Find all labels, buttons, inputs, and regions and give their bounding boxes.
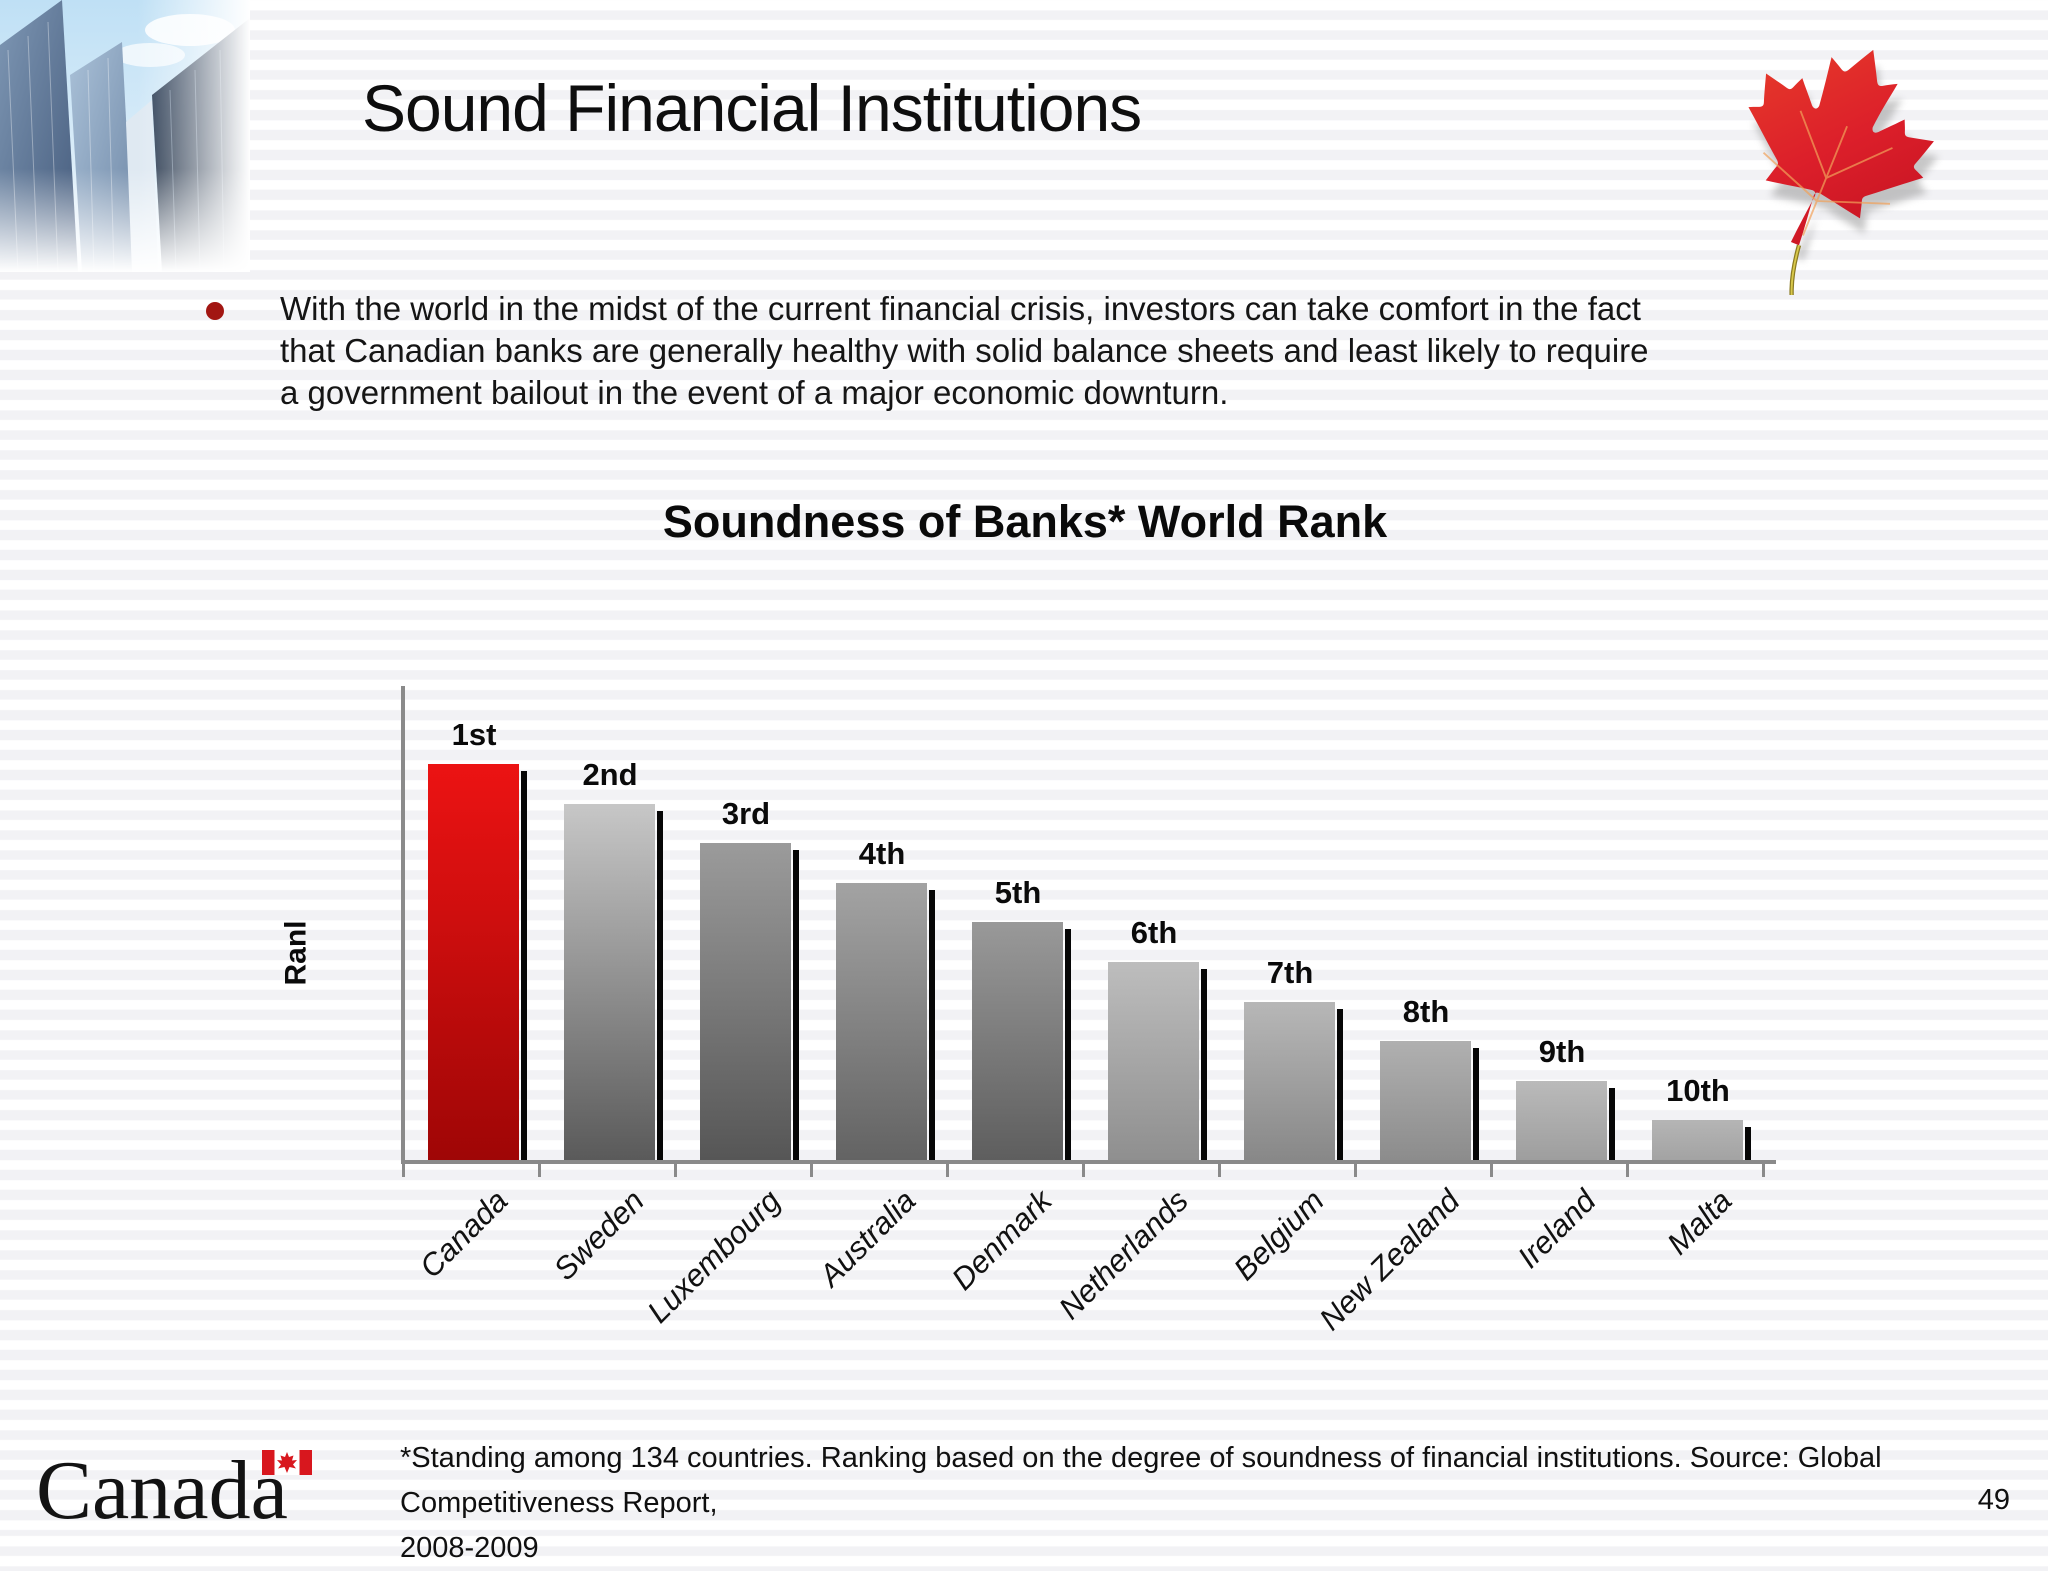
skyscrapers-image xyxy=(0,0,250,272)
rank-label: 9th xyxy=(1538,1034,1586,1069)
x-axis-tick xyxy=(538,1164,541,1177)
rank-label: 8th xyxy=(1402,994,1450,1029)
slide-title: Sound Financial Institutions xyxy=(362,71,1142,145)
rank-label: 7th xyxy=(1266,955,1314,990)
x-axis-tick xyxy=(1354,1164,1357,1177)
x-axis-tick xyxy=(810,1164,813,1177)
bullet-icon xyxy=(206,302,224,320)
bar-new-zealand xyxy=(1380,1041,1471,1160)
bar-shadow xyxy=(657,811,663,1160)
bar-belgium xyxy=(1244,1002,1335,1160)
x-axis-tick xyxy=(1082,1164,1085,1177)
page-number: 49 xyxy=(1977,1484,2010,1516)
y-axis-line xyxy=(401,686,405,1164)
rank-label: 5th xyxy=(994,875,1042,910)
bar-sweden xyxy=(564,804,655,1160)
x-axis-tick xyxy=(1490,1164,1493,1177)
footnote-line: 2008-2009 xyxy=(400,1532,539,1564)
bar-shadow xyxy=(1745,1127,1751,1160)
x-axis-tick xyxy=(1626,1164,1629,1177)
bar-shadow xyxy=(1609,1088,1615,1160)
footnote-line: *Standing among 134 countries. Ranking b… xyxy=(400,1442,1882,1519)
bar-netherlands xyxy=(1108,962,1199,1160)
bar-shadow xyxy=(1065,929,1071,1160)
x-axis-tick xyxy=(946,1164,949,1177)
x-axis-tick xyxy=(674,1164,677,1177)
chart-title: Soundness of Banks* World Rank xyxy=(662,496,1388,547)
bar-shadow xyxy=(1473,1048,1479,1160)
rank-label: 10th xyxy=(1666,1073,1730,1108)
footnote: *Standing among 134 countries. Ranking b… xyxy=(400,1436,2048,1571)
bar-shadow xyxy=(793,850,799,1160)
rank-label: 2nd xyxy=(582,757,638,792)
bar-shadow xyxy=(929,890,935,1160)
bar-luxembourg xyxy=(700,843,791,1160)
rank-label: 6th xyxy=(1130,915,1178,950)
bar-denmark xyxy=(972,922,1063,1160)
bullet-line: that Canadian banks are generally health… xyxy=(280,332,1649,369)
rank-label: 3rd xyxy=(721,796,771,831)
maple-leaf-image xyxy=(1748,49,1939,295)
bar-shadow xyxy=(1337,1009,1343,1160)
bar-australia xyxy=(836,883,927,1160)
bar-ireland xyxy=(1516,1081,1607,1160)
bar-chart: 1st Canada 2nd Sweden 3rd Luxembourg 4th Austra… xyxy=(401,686,1776,1337)
bullet-line: With the world in the midst of the curre… xyxy=(280,290,1641,327)
canada-wordmark: Canada xyxy=(36,1444,288,1537)
bullet-paragraph: With the world in the midst of the curre… xyxy=(280,288,1649,414)
x-axis-line xyxy=(401,1160,1776,1164)
x-axis-tick xyxy=(402,1164,405,1177)
rank-label: 4th xyxy=(858,836,906,871)
x-axis-tick xyxy=(1218,1164,1221,1177)
rank-label: 1st xyxy=(451,717,497,752)
canada-flag-icon xyxy=(262,1450,312,1475)
bar-malta xyxy=(1652,1120,1743,1160)
bar-canada xyxy=(428,764,519,1160)
x-axis-tick xyxy=(1762,1164,1765,1177)
bullet-line: a government bailout in the event of a m… xyxy=(280,374,1229,411)
bar-shadow xyxy=(521,771,527,1160)
bar-shadow xyxy=(1201,969,1207,1160)
